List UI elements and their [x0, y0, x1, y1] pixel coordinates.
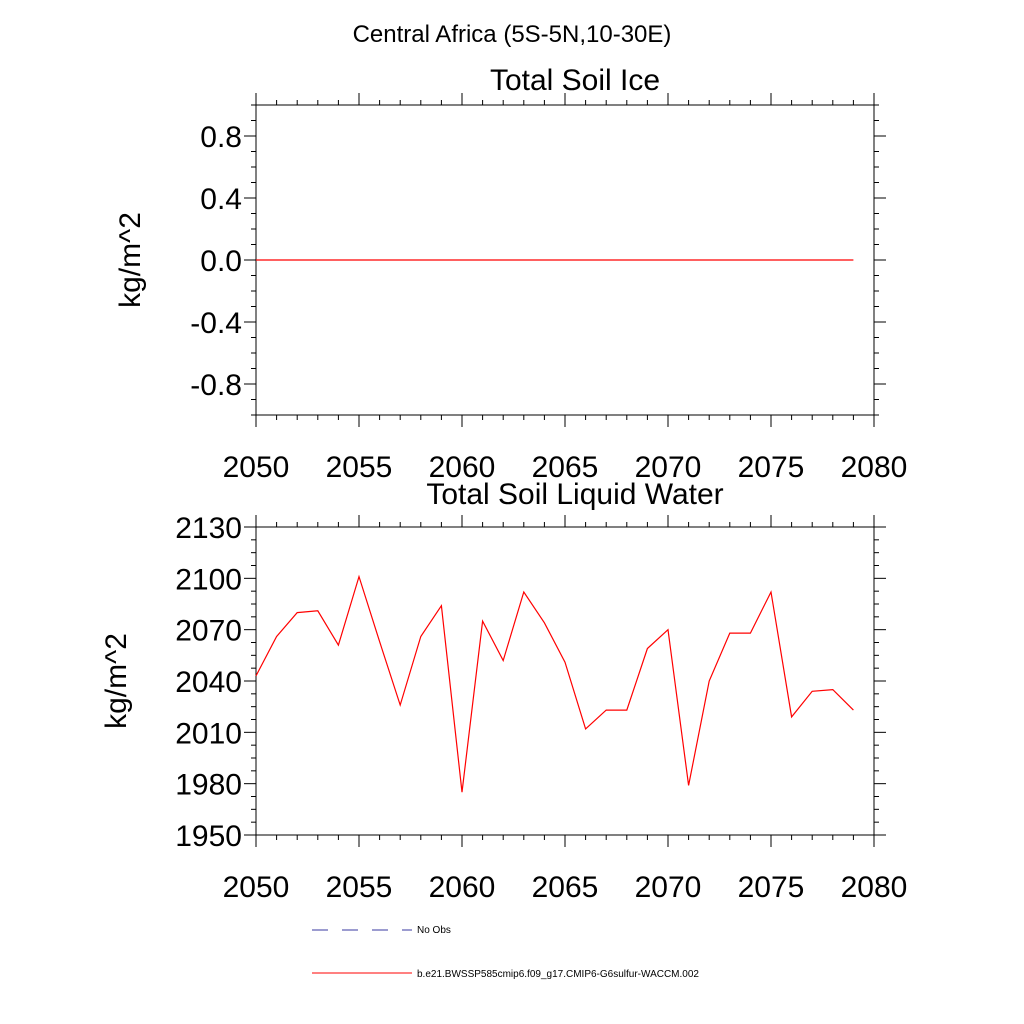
page-title: Central Africa (5S-5N,10-30E) — [353, 21, 672, 48]
x-tick-label: 2070 — [635, 871, 702, 904]
x-tick-label: 2080 — [841, 871, 908, 904]
y-axis-label: kg/m^2 — [100, 633, 133, 729]
x-tick-label: 2055 — [326, 871, 393, 904]
y-tick-label: 2040 — [175, 666, 242, 699]
y-tick-label: 0.4 — [200, 183, 242, 216]
plot-frame — [255, 526, 875, 836]
x-tick-label: 2065 — [532, 451, 599, 484]
x-tick-label: 2075 — [738, 451, 805, 484]
x-tick-label: 2050 — [223, 871, 290, 904]
panel-total-soil-ice: Total Soil Ice kg/m^2 2050 2055 2060 2065 2070… — [114, 64, 907, 484]
y-tick-label: 0.0 — [200, 245, 242, 278]
y-tick-label: 2100 — [175, 563, 242, 596]
x-tick-label: 2070 — [635, 451, 702, 484]
x-tick-label: 2075 — [738, 871, 805, 904]
y-tick-label: 2010 — [175, 717, 242, 750]
y-axis-label: kg/m^2 — [114, 212, 147, 308]
chart-title: Total Soil Liquid Water — [426, 478, 723, 511]
series-line — [255, 574, 854, 793]
x-tick-label: 2050 — [223, 451, 290, 484]
legend-label-model: b.e21.BWSSP585cmip6.f09_g17.CMIP6-G6sulf… — [417, 969, 699, 980]
x-tick-label: 2055 — [326, 451, 393, 484]
y-tick-label: 2130 — [175, 512, 242, 545]
y-tick-label: 1950 — [175, 820, 242, 853]
x-tick-label: 2065 — [532, 871, 599, 904]
y-tick-label: -0.4 — [190, 307, 242, 340]
x-tick-label: 2060 — [429, 451, 496, 484]
chart-title: Total Soil Ice — [490, 64, 660, 97]
legend-label-no-obs: No Obs — [417, 925, 451, 936]
x-tick-label: 2060 — [429, 871, 496, 904]
legend: No Obs b.e21.BWSSP585cmip6.f09_g17.CMIP6… — [312, 925, 699, 980]
x-tick-label: 2080 — [841, 451, 908, 484]
panel-total-soil-liquid-water: Total Soil Liquid Water kg/m^2 2050 2055 206… — [100, 478, 907, 904]
y-tick-label: 2070 — [175, 615, 242, 648]
y-tick-label: -0.8 — [190, 369, 242, 402]
y-tick-label: 1980 — [175, 769, 242, 802]
y-tick-label: 0.8 — [200, 121, 242, 154]
